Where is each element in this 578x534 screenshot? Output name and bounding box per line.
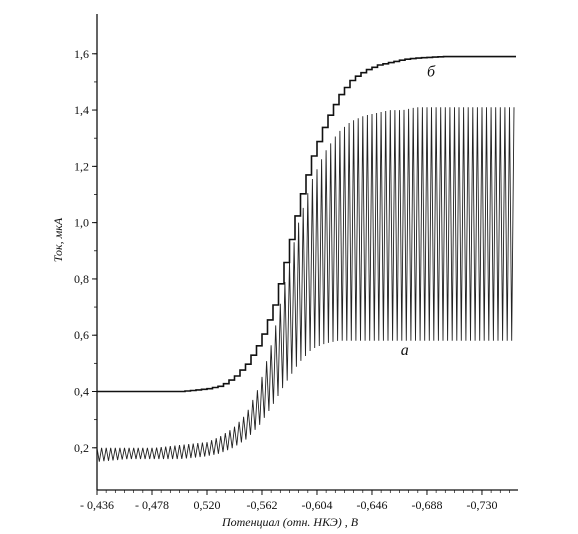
curve-label: б	[427, 63, 436, 80]
series-a-line	[96, 107, 515, 462]
y-tick-label: 1,0	[74, 216, 89, 230]
y-axis-title: Ток, мкА	[51, 217, 65, 262]
y-tick-label: 0,8	[74, 272, 89, 286]
series-b	[97, 55, 516, 393]
x-tick-label: -0,646	[356, 498, 387, 512]
y-tick-label: 1,4	[74, 103, 89, 117]
x-axis-title: Потенциал (отн. НКЭ) , В	[221, 515, 359, 529]
y-tick-label: 0,4	[74, 384, 89, 398]
series-b-line	[97, 55, 516, 393]
axes	[96, 14, 518, 491]
x-tick-label: 0,520	[193, 498, 220, 512]
curve-label: а	[401, 342, 409, 359]
series-a	[96, 107, 515, 462]
x-tick-label: - 0,436	[80, 498, 114, 512]
x-tick-label: -0,730	[466, 498, 497, 512]
y-tick-label: 0,6	[74, 328, 89, 342]
x-ticks: - 0,436 - 0,478 0,520 -0,562 -0,604 -0,646 -0,…	[80, 490, 510, 512]
y-ticks: 0,2 0,4 0,6 0,8 1,0 1,2 1,4 1,6	[74, 47, 97, 455]
y-tick-label: 1,6	[74, 47, 89, 61]
annotations: ба	[401, 63, 436, 359]
y-tick-label: 0,2	[74, 441, 89, 455]
x-tick-label: -0,604	[301, 498, 332, 512]
y-tick-label: 1,2	[74, 159, 89, 173]
x-tick-label: - 0,478	[135, 498, 169, 512]
x-tick-label: -0,562	[246, 498, 277, 512]
x-tick-label: -0,688	[411, 498, 442, 512]
